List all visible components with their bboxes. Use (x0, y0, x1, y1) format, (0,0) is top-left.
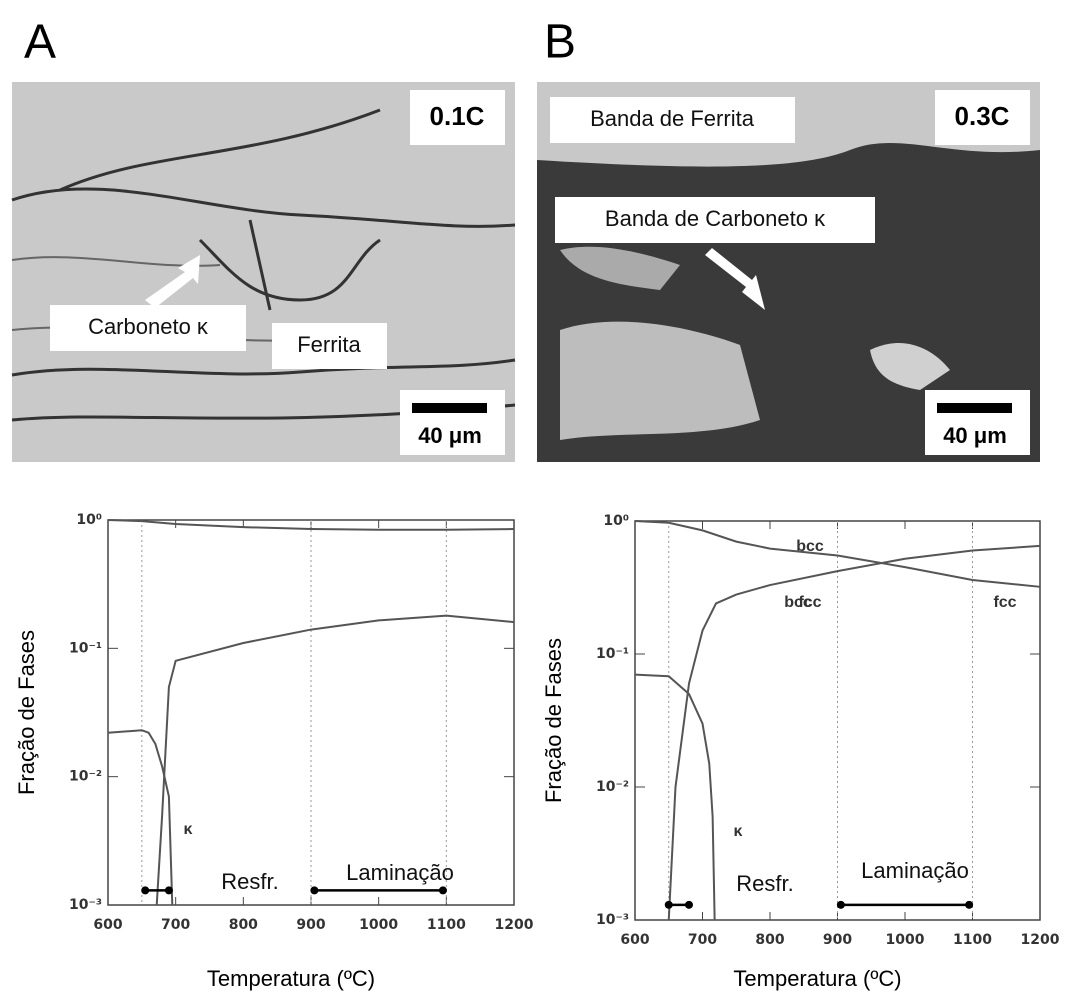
sample-label: 0.1C (430, 101, 485, 131)
range-end (164, 886, 173, 895)
y-axis-label: Fração de Fases (541, 638, 566, 803)
plot-frame (107, 519, 515, 906)
x-tick-label: 600 (93, 917, 122, 933)
series-label: κ (184, 821, 193, 838)
range-label: Laminação (346, 860, 454, 885)
x-tick-label: 900 (296, 917, 325, 933)
y-tick-label: 10⁻¹ (596, 646, 629, 662)
scale-bar-label: 40 μm (418, 423, 482, 448)
x-tick-label: 1100 (953, 932, 992, 948)
y-axis-label: Fração de Fases (14, 630, 39, 795)
x-tick-label: 700 (688, 932, 717, 948)
range-label: Resfr. (221, 869, 278, 894)
annotation: Ferrita (297, 332, 361, 357)
y-tick-label: 10⁻³ (596, 912, 629, 928)
micrograph (11, 82, 516, 462)
y-tick-label: 10⁻¹ (69, 640, 102, 656)
x-tick-label: 1000 (886, 932, 925, 948)
x-axis-label: Temperatura (ºC) (207, 966, 375, 991)
range-end (141, 886, 150, 895)
series-line (107, 729, 174, 906)
sample-label: 0.3C (955, 101, 1010, 131)
series-label: κ (734, 823, 743, 840)
x-tick-label: 600 (620, 932, 649, 948)
x-tick-label: 800 (755, 932, 784, 948)
y-tick-label: 10⁻² (69, 769, 102, 785)
series-label: fcc (993, 594, 1016, 611)
annotation: Carboneto κ (88, 314, 209, 339)
series-line (155, 614, 515, 906)
y-tick-label: 10⁻² (596, 779, 629, 795)
scale-bar-label: 40 μm (943, 423, 1007, 448)
range-end (965, 900, 974, 909)
range-end (664, 900, 673, 909)
panel-label: A (24, 16, 56, 69)
series-line (634, 673, 716, 921)
series-label: bcc (796, 538, 824, 555)
panel-label: B (544, 16, 576, 69)
range-end (438, 886, 447, 895)
x-tick-label: 900 (823, 932, 852, 948)
series-label: bcc (784, 594, 812, 611)
y-tick-label: 10⁰ (603, 513, 629, 529)
series-line (107, 519, 515, 531)
annotation: Banda de Ferrita (590, 106, 755, 131)
y-tick-label: 10⁰ (76, 512, 102, 528)
x-axis-label: Temperatura (ºC) (733, 966, 901, 991)
series-label: fcc (798, 594, 821, 611)
range-end (836, 900, 845, 909)
range-end (685, 900, 693, 909)
x-tick-label: 1200 (495, 917, 534, 933)
range-label: Resfr. (736, 871, 793, 896)
x-tick-label: 1200 (1021, 932, 1060, 948)
x-tick-label: 1000 (359, 917, 398, 933)
range-end (310, 886, 319, 895)
series-line (634, 520, 1041, 588)
annotation: Banda de Carboneto κ (605, 206, 826, 231)
series-line (667, 544, 1041, 921)
x-tick-label: 700 (161, 917, 190, 933)
x-tick-label: 1100 (427, 917, 466, 933)
x-tick-label: 800 (229, 917, 258, 933)
range-label: Laminação (861, 858, 969, 883)
y-tick-label: 10⁻³ (69, 897, 102, 913)
